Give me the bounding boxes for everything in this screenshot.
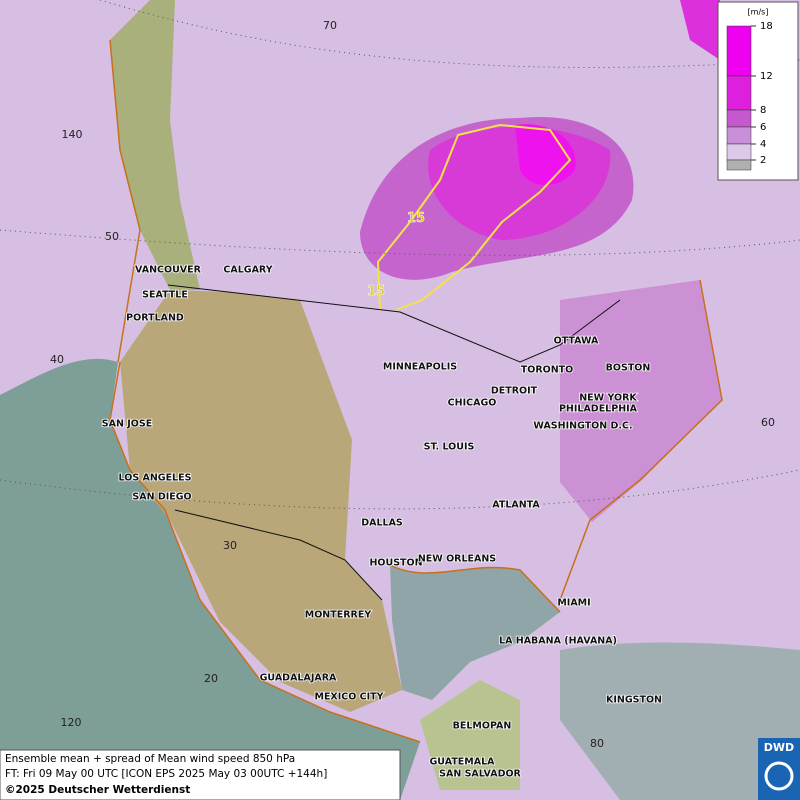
city-label: DALLAS [361, 518, 403, 529]
city-label: LOS ANGELES [119, 473, 192, 484]
legend-unit: [m/s] [748, 8, 769, 17]
city-label: MONTERREY [305, 610, 372, 621]
city-label: SAN JOSE [102, 419, 152, 430]
legend-swatch [726, 143, 752, 161]
lon-label: 80 [590, 737, 604, 750]
city-label: CALGARY [223, 265, 272, 276]
logo-text: DWD [764, 741, 794, 754]
coastline [109, 39, 723, 743]
legend-label: 4 [760, 139, 766, 150]
legend-swatch [726, 126, 752, 145]
contour-label: 15 [367, 284, 385, 299]
city-label: CHICAGO [448, 398, 497, 409]
footer-box [0, 749, 401, 800]
border [167, 284, 621, 363]
city-label: OTTAWA [554, 336, 599, 347]
city-label: GUADALAJARA [260, 673, 337, 684]
lon-label: 120 [61, 716, 82, 729]
city-label: NEW YORK [579, 393, 637, 404]
lat-label: 30 [223, 539, 237, 552]
city-label: BOSTON [606, 363, 651, 374]
lat-label: 50 [105, 230, 119, 243]
lat-label: 40 [50, 353, 64, 366]
terrain [420, 680, 520, 790]
cities: VANCOUVER CALGARY SEATTLE PORTLAND MINNE… [101, 264, 663, 781]
lon-label: 60 [761, 416, 775, 429]
city-label: BELMOPAN [453, 721, 512, 732]
legend-label: 2 [760, 155, 766, 166]
border [174, 509, 383, 601]
terrain [110, 0, 200, 290]
legend-swatch [726, 159, 752, 171]
city-label: KINGSTON [606, 695, 662, 706]
lat-label: 20 [204, 672, 218, 685]
graticule [0, 0, 800, 510]
terrain [120, 290, 402, 712]
city-label: PHILADELPHIA [559, 404, 638, 415]
ocean [0, 358, 420, 800]
legend-label: 18 [760, 21, 773, 32]
legend-swatch [726, 75, 752, 111]
city-label: SAN SALVADOR [439, 769, 521, 780]
legend-swatch [726, 25, 752, 77]
contour [376, 123, 572, 311]
city-label: MINNEAPOLIS [383, 362, 457, 373]
footer-time: FT: Fri 09 May 00 UTC [ICON EPS 2025 May… [5, 768, 327, 780]
city-label: GUATEMALA [429, 757, 495, 768]
city-label: NEW ORLEANS [418, 554, 496, 565]
contour-label: 15 [407, 211, 425, 226]
legend: [m/s] 18 12 8 6 4 2 [717, 1, 799, 181]
legend-label: 12 [760, 71, 773, 82]
legend-label: 6 [760, 122, 766, 133]
city-label: LA HABANA (HAVANA) [499, 636, 617, 647]
city-label: MIAMI [557, 598, 590, 609]
ocean [390, 565, 560, 700]
city-label: WASHINGTON D.C. [533, 421, 632, 432]
city-label: TORONTO [521, 365, 573, 376]
city-label: MEXICO CITY [314, 692, 383, 703]
city-label: ATLANTA [492, 500, 540, 511]
legend-label: 8 [760, 105, 766, 116]
lat-label: 70 [323, 19, 337, 32]
wind-area [560, 280, 722, 522]
logo-icon [764, 761, 794, 791]
legend-swatch [726, 109, 752, 128]
city-label: SEATTLE [142, 290, 188, 301]
city-label: DETROIT [491, 386, 538, 397]
city-label: ST. LOUIS [424, 442, 475, 453]
lon-label: 140 [62, 128, 83, 141]
city-label: VANCOUVER [135, 265, 202, 276]
city-label: SAN DIEGO [132, 492, 191, 503]
footer-title: Ensemble mean + spread of Mean wind spee… [5, 753, 295, 765]
footer-copyright: ©2025 Deutscher Wetterdienst [5, 784, 190, 796]
ocean [560, 642, 800, 800]
wind-area [680, 0, 720, 60]
city-label: HOUSTON [369, 558, 422, 569]
city-label: PORTLAND [126, 313, 184, 324]
grid-labels: 70 140 50 40 60 30 20 120 80 [50, 19, 775, 750]
